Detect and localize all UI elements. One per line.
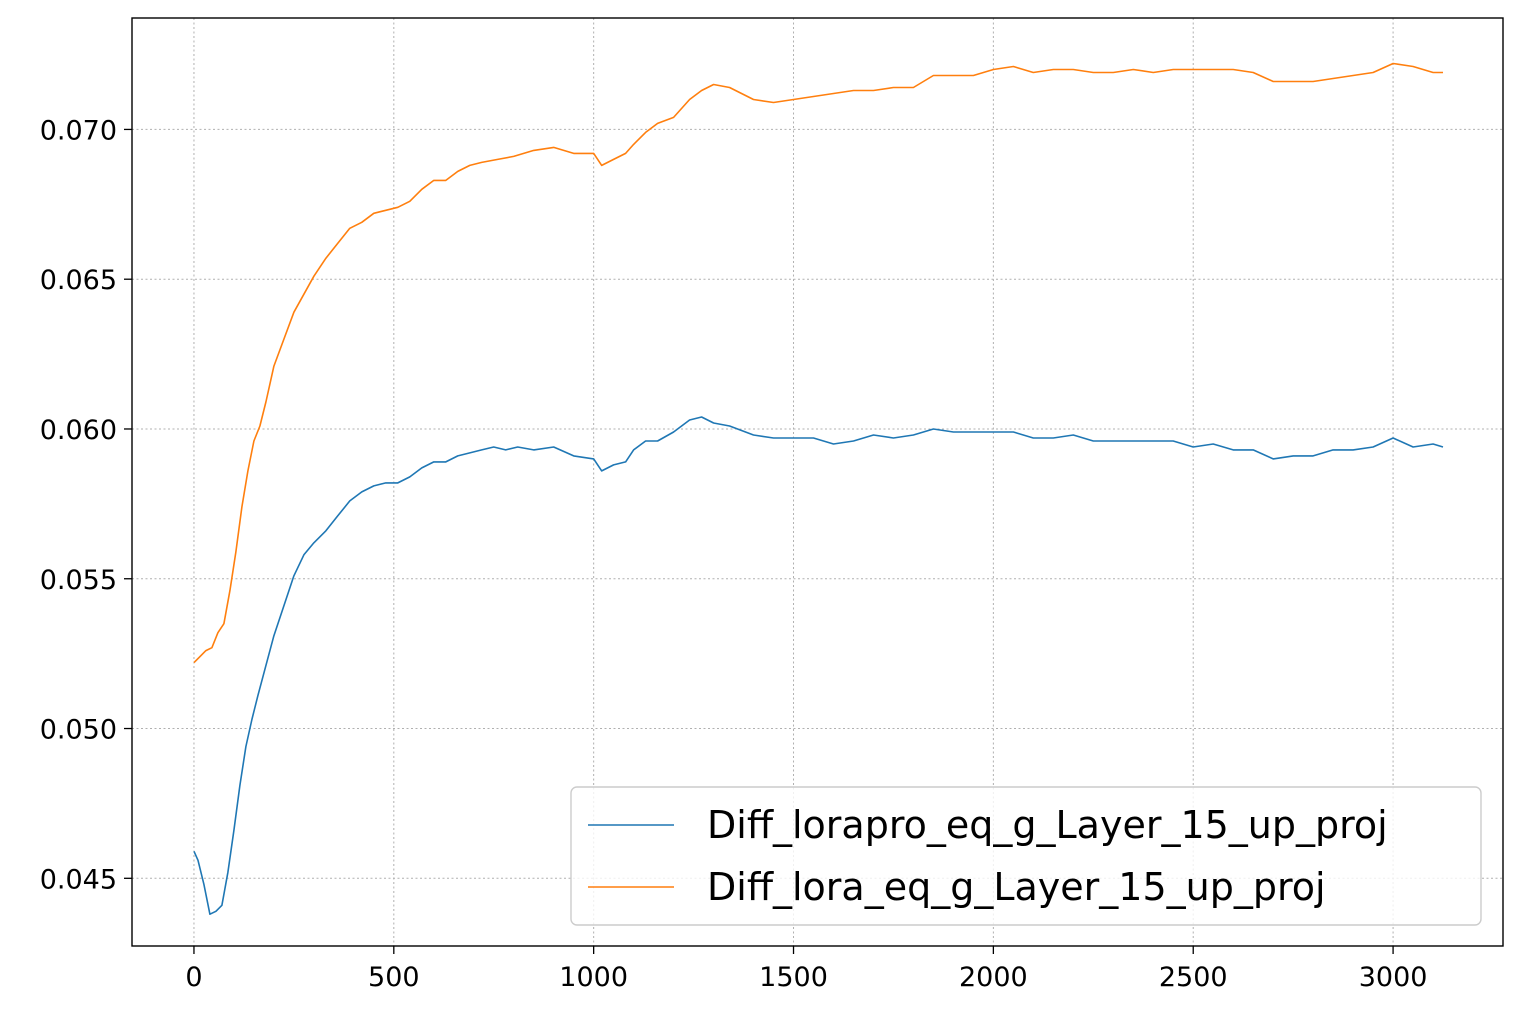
y-tick-label: 0.070 [40, 115, 117, 146]
x-tick-label: 500 [368, 962, 420, 993]
y-tick-label: 0.045 [40, 864, 117, 895]
x-tick-label: 1000 [559, 962, 628, 993]
y-tick-label: 0.060 [40, 415, 117, 446]
x-tick-label: 0 [185, 962, 202, 993]
series-lines [193, 62, 1444, 916]
plot-frame [131, 17, 1504, 947]
x-tick-label: 2000 [959, 962, 1028, 993]
series-line-lora [193, 62, 1443, 664]
x-tick-label: 2500 [1159, 962, 1228, 993]
legend-box [570, 786, 1482, 926]
axis-ticks: 0 500 1000 1500 2000 2500 3000 0.045 0.050 0.055 0… [40, 115, 1428, 993]
y-tick-label: 0.055 [40, 565, 117, 596]
legend-label-lorapro: Diff_lorapro_eq_g_Layer_15_up_proj [707, 803, 1388, 847]
y-tick-label: 0.065 [40, 265, 117, 296]
x-tick-label: 3000 [1359, 962, 1428, 993]
legend: Diff_lorapro_eq_g_Layer_15_up_proj Diff_… [570, 786, 1482, 926]
x-tick-label: 1500 [759, 962, 828, 993]
series-line-lorapro [193, 416, 1444, 916]
legend-label-lora: Diff_lora_eq_g_Layer_15_up_proj [707, 865, 1326, 909]
y-tick-label: 0.050 [40, 715, 117, 746]
